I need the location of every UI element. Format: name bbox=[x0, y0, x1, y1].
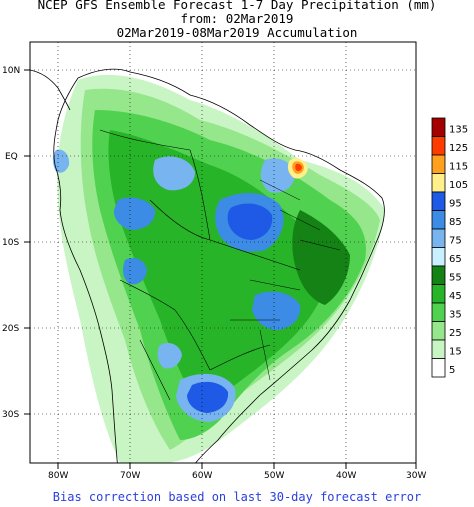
legend-swatch-15 bbox=[431, 339, 446, 359]
title-line-1: NCEP GFS Ensemble Forecast 1-7 Day Preci… bbox=[37, 0, 437, 12]
lon-label-80w: 80W bbox=[48, 471, 68, 481]
precip-max-equator-west bbox=[52, 149, 70, 173]
title-line-3: 02Mar2019-08Mar2019 Accumulation bbox=[116, 25, 358, 40]
legend-label-65: 65 bbox=[449, 254, 462, 265]
legend-swatch-55 bbox=[431, 265, 446, 285]
lat-label-10s: 10S bbox=[2, 238, 19, 248]
legend-swatch-35 bbox=[431, 302, 446, 322]
precip-max-west bbox=[113, 197, 156, 230]
legend-swatch-45 bbox=[431, 284, 446, 304]
lon-label-50w: 50W bbox=[264, 471, 284, 481]
precip-max-amapa bbox=[260, 158, 295, 193]
precipitation-fields bbox=[52, 74, 385, 463]
legend-label-5: 5 bbox=[449, 365, 455, 376]
precip-max-south-east bbox=[252, 291, 301, 330]
precip-max-chaco bbox=[157, 343, 182, 369]
legend-label-135: 135 bbox=[449, 125, 468, 136]
brazil-state-borders bbox=[230, 179, 341, 381]
lat-label-10n: 10N bbox=[2, 66, 20, 76]
longitude-axis bbox=[57, 463, 417, 469]
legend-label-45: 45 bbox=[449, 291, 462, 302]
legend-swatch-125 bbox=[431, 136, 446, 156]
precip-max-central-core bbox=[227, 203, 273, 240]
legend-swatch-95 bbox=[431, 191, 446, 211]
legend-label-35: 35 bbox=[449, 310, 462, 321]
map-border bbox=[29, 41, 417, 464]
precip-max-bolivia bbox=[122, 258, 147, 285]
legend-label-115: 115 bbox=[449, 162, 468, 173]
central-america-outline bbox=[30, 69, 71, 111]
title-line-2: from: 02Mar2019 bbox=[180, 11, 294, 26]
legend-label-55: 55 bbox=[449, 273, 462, 284]
legend-swatch-105 bbox=[431, 173, 446, 193]
legend-swatch-5 bbox=[431, 358, 446, 378]
lon-label-30w: 30W bbox=[406, 471, 426, 481]
legend-swatch-75 bbox=[431, 228, 446, 248]
precip-max-para-peak bbox=[295, 163, 302, 172]
footer-note: Bias correction based on last 30-day for… bbox=[52, 490, 422, 504]
lat-label-30s: 30S bbox=[2, 410, 19, 420]
legend-label-105: 105 bbox=[449, 180, 468, 191]
legend-swatch-135 bbox=[431, 117, 446, 137]
legend-label-75: 75 bbox=[449, 236, 462, 247]
lat-label-20s: 20S bbox=[2, 324, 19, 334]
precip-field-45-east bbox=[292, 210, 350, 305]
legend-label-15: 15 bbox=[449, 347, 462, 358]
legend-swatch-65 bbox=[431, 247, 446, 267]
latitude-axis bbox=[24, 69, 30, 415]
lat-label-eq: EQ bbox=[5, 152, 18, 162]
legend-label-125: 125 bbox=[449, 143, 468, 154]
coastlines-and-borders bbox=[30, 68, 385, 463]
precip-max-paraguay-core bbox=[187, 381, 229, 413]
lon-label-60w: 60W bbox=[192, 471, 212, 481]
legend-swatch-85 bbox=[431, 210, 446, 230]
graticule bbox=[30, 42, 416, 463]
legend-label-85: 85 bbox=[449, 217, 462, 228]
legend-label-95: 95 bbox=[449, 199, 462, 210]
south-america-coastline bbox=[53, 68, 385, 463]
precip-max-north bbox=[153, 156, 195, 191]
legend-label-25: 25 bbox=[449, 328, 462, 339]
precipitation-legend: 135 125 115 105 95 85 75 65 55 45 35 25 15 5 bbox=[431, 117, 468, 378]
lon-label-40w: 40W bbox=[336, 471, 356, 481]
legend-swatch-115 bbox=[431, 154, 446, 174]
lon-label-70w: 70W bbox=[120, 471, 140, 481]
legend-swatch-25 bbox=[431, 321, 446, 341]
